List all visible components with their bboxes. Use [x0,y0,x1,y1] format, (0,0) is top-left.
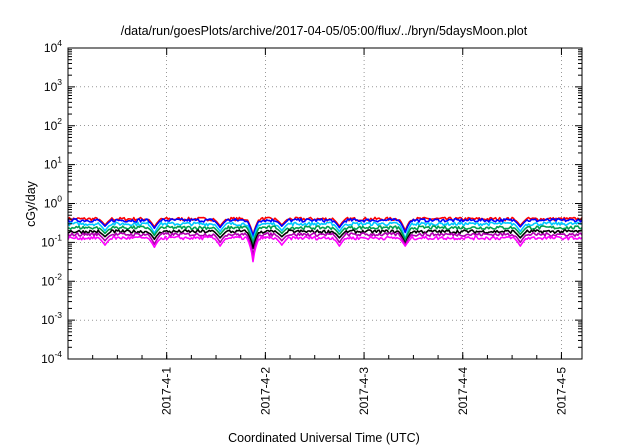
series-line [67,221,583,242]
series-group [67,216,583,263]
series-line [67,232,583,257]
y-tick-label: 104 [44,38,62,55]
series-line [67,225,583,245]
y-axis-label: cGy/day [24,180,38,227]
y-tick-label: 101 [44,155,62,172]
x-tick-label: 2017-4-3 [357,367,371,415]
x-tick-labels: 2017-4-1 2017-4-2 2017-4-3 2017-4-4 2017-4-5 [160,367,569,415]
y-tick-label: 103 [44,77,62,94]
x-tick-label: 2017-4-4 [456,367,470,415]
y-tick-label: 10-2 [41,271,62,288]
y-tick-label: 102 [44,116,62,133]
y-tick-label: 10-1 [41,232,62,249]
x-tick-label: 2017-4-2 [258,367,272,415]
y-tick-labels: 10-4 10-3 10-2 10-1 100 101 102 103 104 [41,38,62,366]
series-line [67,229,583,250]
y-tick-label: 100 [44,194,62,211]
grid [68,48,582,359]
axis-ticks [67,47,582,360]
x-axis-label: Coordinated Universal Time (UTC) [228,431,420,445]
chart-title: /data/run/goesPlots/archive/2017-04-05/0… [121,24,528,38]
y-tick-label: 10-3 [41,310,62,327]
x-tick-label: 2017-4-5 [554,367,568,415]
series-line [67,217,583,238]
y-tick-label: 10-4 [41,349,62,366]
series-line [67,235,583,263]
x-tick-label: 2017-4-1 [160,367,174,415]
